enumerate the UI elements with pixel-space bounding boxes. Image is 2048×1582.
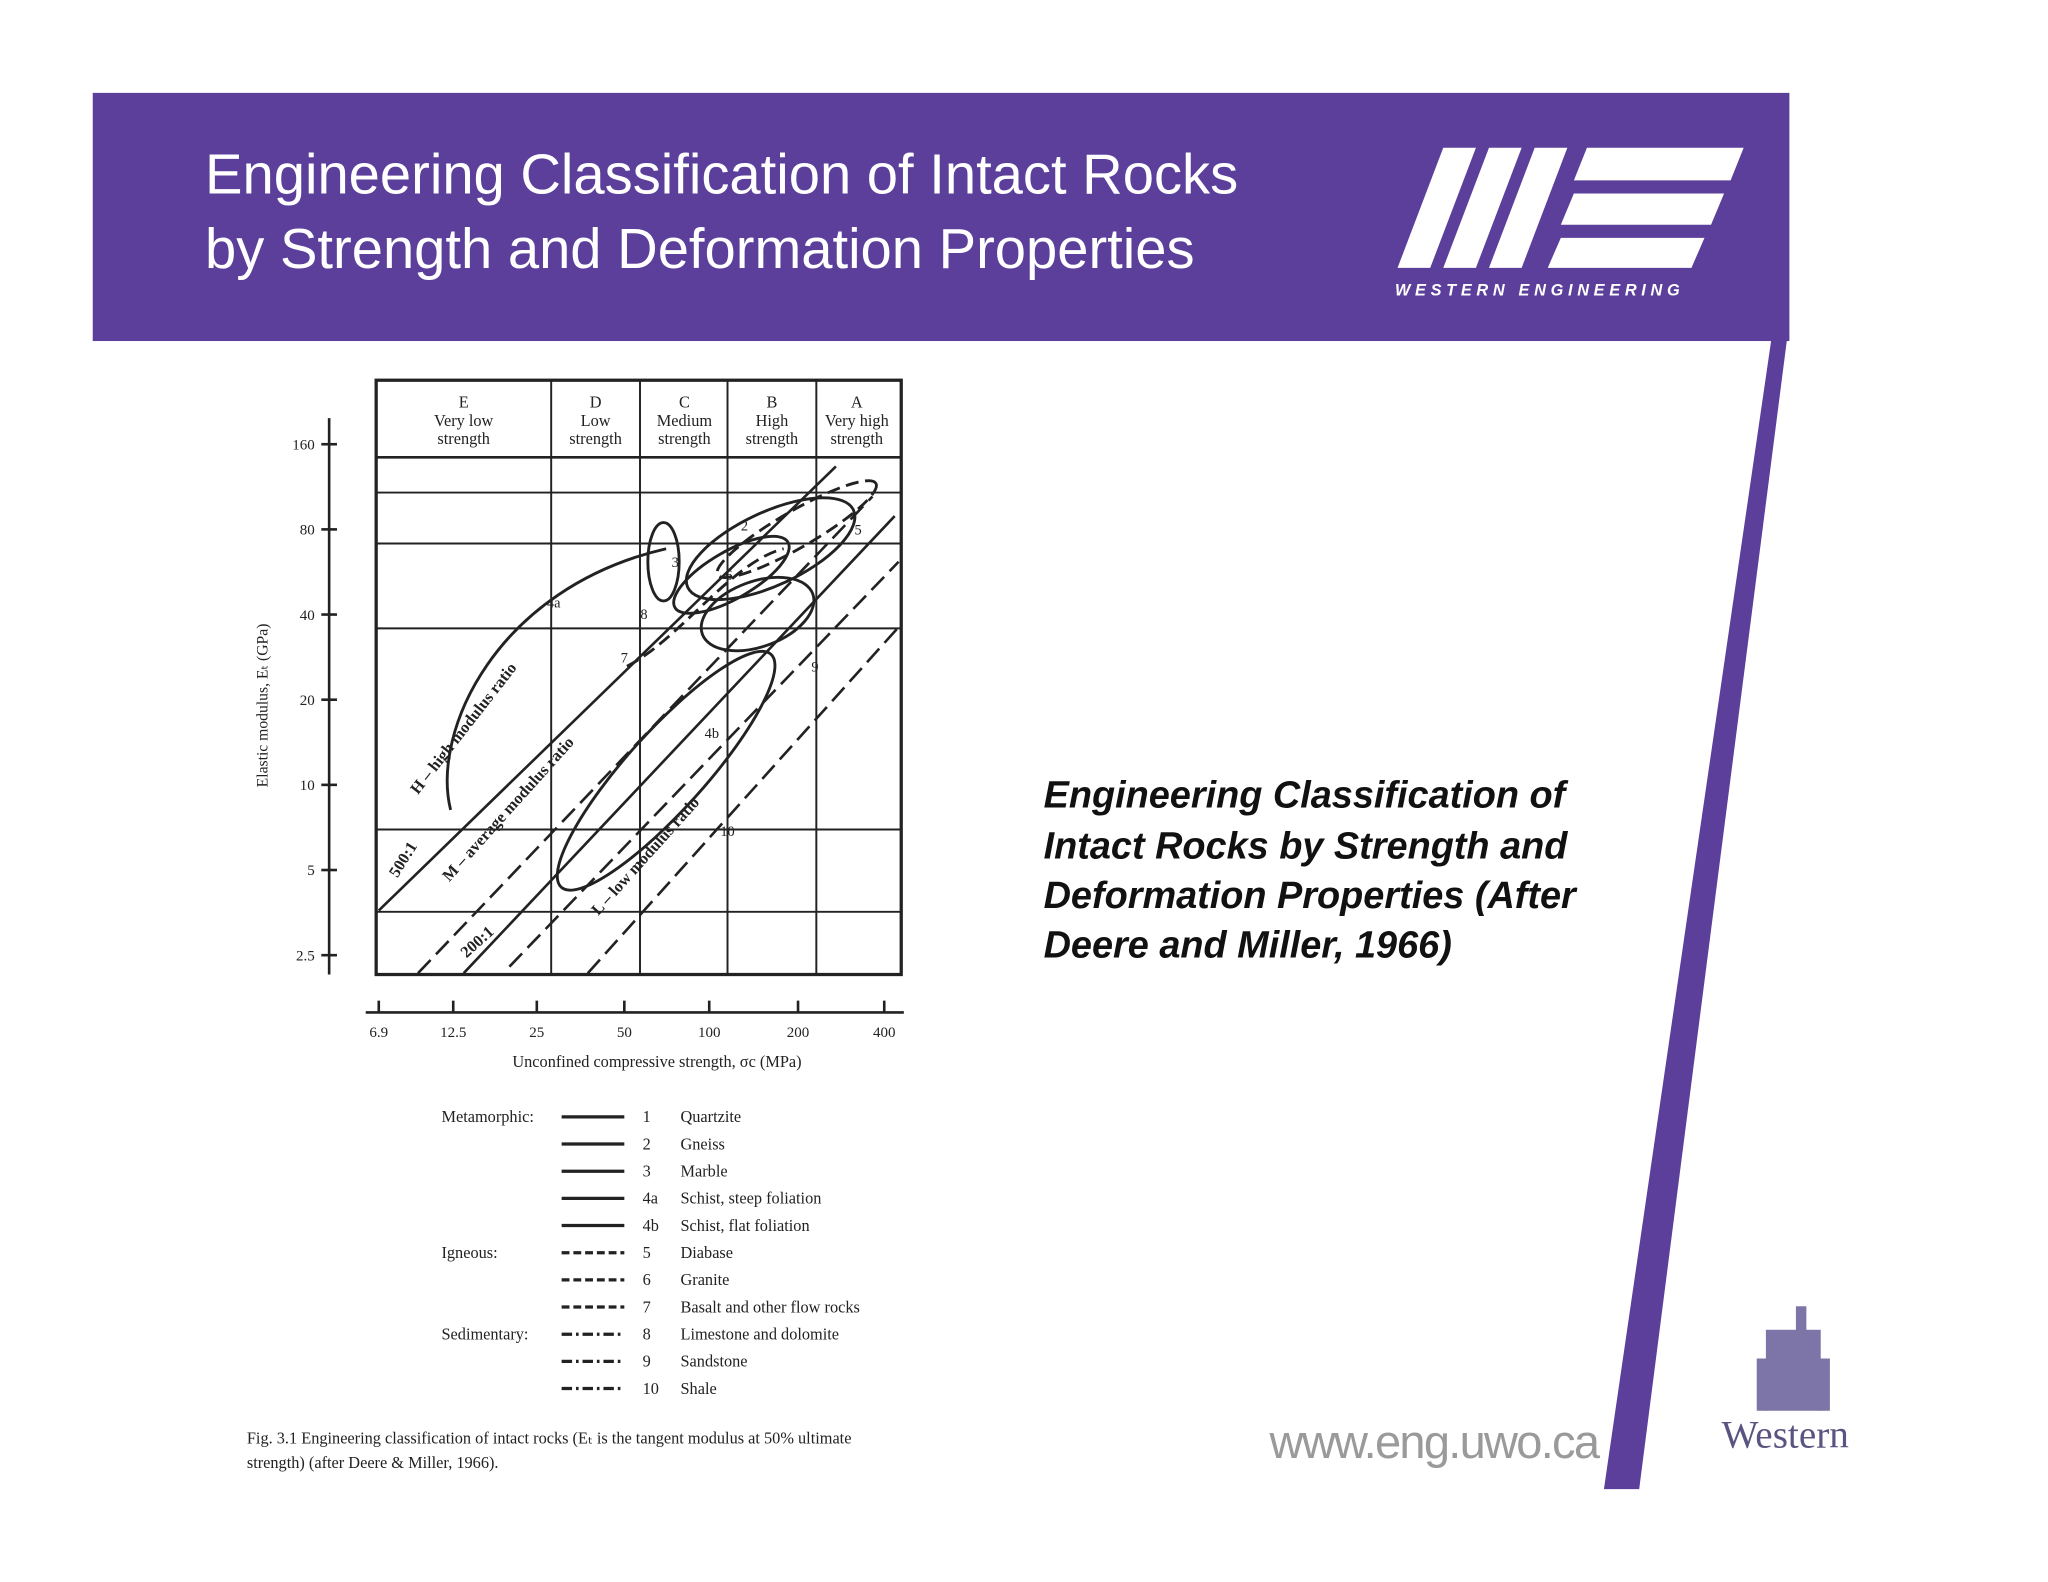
curve-label: 3 bbox=[672, 555, 679, 571]
university-name: Western bbox=[1721, 1413, 1848, 1456]
strength-class: strength bbox=[831, 429, 884, 448]
legend-group: Igneous: bbox=[441, 1243, 497, 1262]
url: www.eng.uwo.ca bbox=[1269, 1415, 1601, 1468]
curve-label: 10 bbox=[720, 824, 734, 840]
tower-icon bbox=[1756, 1306, 1830, 1411]
legend-number: 8 bbox=[643, 1324, 651, 1343]
legend-number: 2 bbox=[643, 1134, 651, 1153]
curve-label: 8 bbox=[640, 607, 647, 623]
curve-label: 4b bbox=[705, 726, 719, 742]
plot-frame bbox=[374, 378, 903, 977]
y-tick-label: 160 bbox=[292, 437, 315, 453]
legend-group: Metamorphic: bbox=[441, 1107, 533, 1126]
strength-class: B bbox=[766, 393, 777, 412]
curve-label: 6 bbox=[725, 568, 732, 584]
title-line: by Strength and Deformation Properties bbox=[205, 217, 1195, 280]
caption: strength) (after Deere & Miller, 1966). bbox=[247, 1453, 499, 1472]
legend-name: Granite bbox=[680, 1270, 729, 1289]
legend-group: Sedimentary: bbox=[441, 1324, 528, 1343]
side-stripe bbox=[1603, 341, 1787, 1490]
strength-class: D bbox=[590, 393, 602, 412]
legend-number: 10 bbox=[643, 1379, 659, 1398]
strength-class: A bbox=[851, 393, 863, 412]
y-tick-label: 2.5 bbox=[296, 948, 315, 964]
caption: Fig. 3.1 Engineering classification of i… bbox=[247, 1428, 852, 1447]
legend-number: 9 bbox=[643, 1352, 651, 1371]
legend-name: Shale bbox=[680, 1379, 716, 1398]
curve-label: 4a bbox=[547, 595, 561, 611]
strength-class: Medium bbox=[657, 411, 713, 430]
x-tick-label: 50 bbox=[617, 1025, 632, 1041]
y-tick-label: 5 bbox=[307, 863, 315, 879]
side-text: Engineering Classification of bbox=[1044, 774, 1569, 816]
legend-name: Diabase bbox=[680, 1243, 733, 1262]
legend-name: Sandstone bbox=[680, 1352, 747, 1371]
legend-name: Schist, flat foliation bbox=[680, 1216, 809, 1235]
strength-class: strength bbox=[569, 429, 622, 448]
logo-text: WESTERN ENGINEERING bbox=[1395, 281, 1680, 299]
legend-number: 4b bbox=[643, 1216, 659, 1235]
y-axis-label: Elastic modulus, Eₜ (GPa) bbox=[255, 624, 272, 788]
strength-class: strength bbox=[437, 429, 490, 448]
strength-class: strength bbox=[746, 429, 799, 448]
x-tick-label: 400 bbox=[873, 1025, 896, 1041]
x-tick-label: 200 bbox=[787, 1025, 810, 1041]
side-text: Deere and Miller, 1966) bbox=[1044, 925, 1452, 967]
rock-envelopes bbox=[445, 479, 878, 892]
legend-name: Basalt and other flow rocks bbox=[680, 1297, 859, 1316]
curve-label: 2 bbox=[741, 518, 748, 534]
strength-class: High bbox=[756, 411, 789, 430]
strength-class: Very high bbox=[825, 411, 889, 430]
legend-name: Quartzite bbox=[680, 1107, 741, 1126]
strength-class: Very low bbox=[434, 411, 494, 430]
x-tick-label: 25 bbox=[529, 1025, 544, 1041]
x-tick-label: 12.5 bbox=[440, 1025, 466, 1041]
legend-number: 6 bbox=[643, 1270, 651, 1289]
x-axis-label: Unconfined compressive strength, σc (MPa… bbox=[512, 1052, 801, 1071]
y-tick-label: 40 bbox=[300, 608, 315, 624]
legend-number: 7 bbox=[643, 1297, 651, 1316]
side-text: Intact Rocks by Strength and bbox=[1044, 825, 1569, 867]
y-tick-label: 80 bbox=[300, 523, 315, 539]
legend-number: 4a bbox=[643, 1189, 659, 1208]
side-text: Deformation Properties (After bbox=[1044, 875, 1578, 917]
curve-label: 7 bbox=[621, 650, 628, 666]
figure bbox=[327, 378, 904, 1014]
strength-class: strength bbox=[658, 429, 711, 448]
x-tick-label: 100 bbox=[698, 1025, 721, 1041]
y-tick-label: 10 bbox=[300, 778, 315, 794]
header-band bbox=[92, 92, 1790, 342]
strength-class: E bbox=[459, 393, 469, 412]
strength-class: C bbox=[679, 393, 690, 412]
legend-name: Gneiss bbox=[680, 1134, 724, 1153]
logo: WESTERN ENGINEERING bbox=[1395, 147, 1744, 299]
x-tick-label: 6.9 bbox=[369, 1025, 388, 1041]
legend-name: Schist, steep foliation bbox=[680, 1189, 821, 1208]
strength-class: Low bbox=[581, 411, 611, 430]
title-line: Engineering Classification of Intact Roc… bbox=[205, 142, 1238, 205]
legend-number: 5 bbox=[643, 1243, 651, 1262]
legend-name: Marble bbox=[680, 1161, 727, 1180]
curve-label: 5 bbox=[855, 522, 862, 538]
curve-label: 9 bbox=[811, 659, 818, 675]
legend-number: 3 bbox=[643, 1161, 651, 1180]
legend-number: 1 bbox=[643, 1107, 651, 1126]
legend-name: Limestone and dolomite bbox=[680, 1324, 839, 1343]
y-tick-label: 20 bbox=[300, 693, 315, 709]
